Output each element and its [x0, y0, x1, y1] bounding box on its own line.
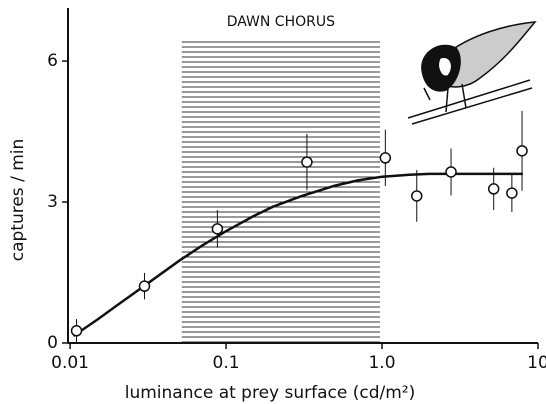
branch: [407, 79, 531, 119]
x-axis-label: luminance at prey surface (cd/m²): [125, 383, 416, 403]
data-point: [411, 190, 423, 202]
data-point: [379, 152, 392, 164]
data-point: [70, 325, 83, 337]
bird-body: [439, 21, 537, 88]
y-axis-label: captures / min: [8, 139, 28, 262]
data-point: [301, 156, 313, 168]
x-tick-label: 10: [527, 353, 546, 373]
x-tick-label: 1.0: [368, 353, 395, 373]
data-point: [506, 187, 518, 199]
bird-legs: [423, 83, 467, 113]
x-tick-label: 0.1: [213, 353, 240, 373]
data-point: [211, 223, 224, 235]
data-point: [138, 280, 151, 292]
x-tick-label: 0.01: [51, 353, 89, 373]
y-tick-label: 3: [47, 192, 58, 212]
y-tick-label: 6: [47, 51, 58, 71]
y-tick-label: 0: [47, 333, 58, 353]
data-point: [445, 166, 457, 178]
shaded-region: [181, 41, 380, 343]
bird-illustration: [407, 21, 537, 125]
data-point: [487, 183, 500, 195]
region-label: DAWN CHORUS: [227, 14, 335, 30]
data-point: [516, 145, 528, 157]
branch-edge: [411, 87, 533, 125]
bird-cheek: [437, 56, 453, 77]
